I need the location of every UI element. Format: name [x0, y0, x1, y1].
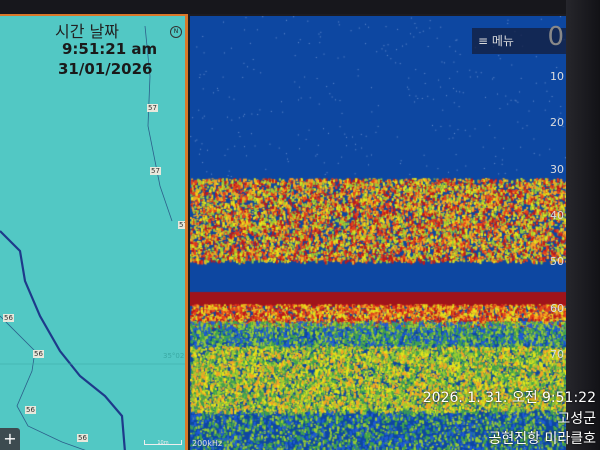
range-digit: 0 [547, 22, 564, 52]
chart-map [0, 25, 185, 450]
photo-location: 고성군 [557, 411, 596, 427]
sounding: 57 [147, 104, 158, 112]
sounding: 56 [25, 406, 36, 414]
date-value: 31/01/2026 [58, 60, 153, 78]
sonar-echogram [190, 16, 566, 450]
sounding: 56 [33, 350, 44, 358]
depth-tick: 70 [550, 348, 564, 361]
latitude-label: 35°02 [163, 352, 185, 360]
sounding: 56 [77, 434, 88, 442]
depth-tick: 30 [550, 163, 564, 176]
time-value: 9:51:21 am [62, 40, 158, 58]
time-date-title: 시간 날짜 [55, 22, 119, 41]
zoom-in-button[interactable]: + [0, 428, 20, 450]
device-bezel-top [0, 0, 600, 14]
north-arrow-icon[interactable]: N [170, 26, 182, 38]
photo-vessel: 공현진항 미라클호 [488, 431, 597, 447]
depth-tick: 20 [550, 116, 564, 129]
sonar-panel[interactable]: ≡ 메뉴 0 10 20 30 40 50 60 70 200kHz [190, 16, 566, 450]
photo-timestamp: 2026. 1. 31. 오전 9:51:22 [422, 390, 596, 406]
chart-panel[interactable]: 시간 날짜 9:51:21 am 31/01/2026 N 57 57 57 5… [0, 14, 188, 450]
device-bezel-right [566, 0, 600, 450]
scale-bar: 10m [144, 440, 182, 446]
depth-tick: 10 [550, 70, 564, 83]
sounding: 57 [150, 167, 161, 175]
menu-button[interactable]: ≡ 메뉴 0 [472, 24, 566, 54]
menu-label: ≡ 메뉴 [478, 34, 514, 48]
depth-tick: 50 [550, 255, 564, 268]
depth-tick: 60 [550, 302, 564, 315]
frequency-label: 200kHz [192, 439, 223, 448]
sounding: 56 [3, 314, 14, 322]
depth-contour [144, 25, 173, 222]
sounding: 57 [178, 221, 188, 229]
coastline [0, 230, 126, 450]
depth-tick: 40 [550, 209, 564, 222]
